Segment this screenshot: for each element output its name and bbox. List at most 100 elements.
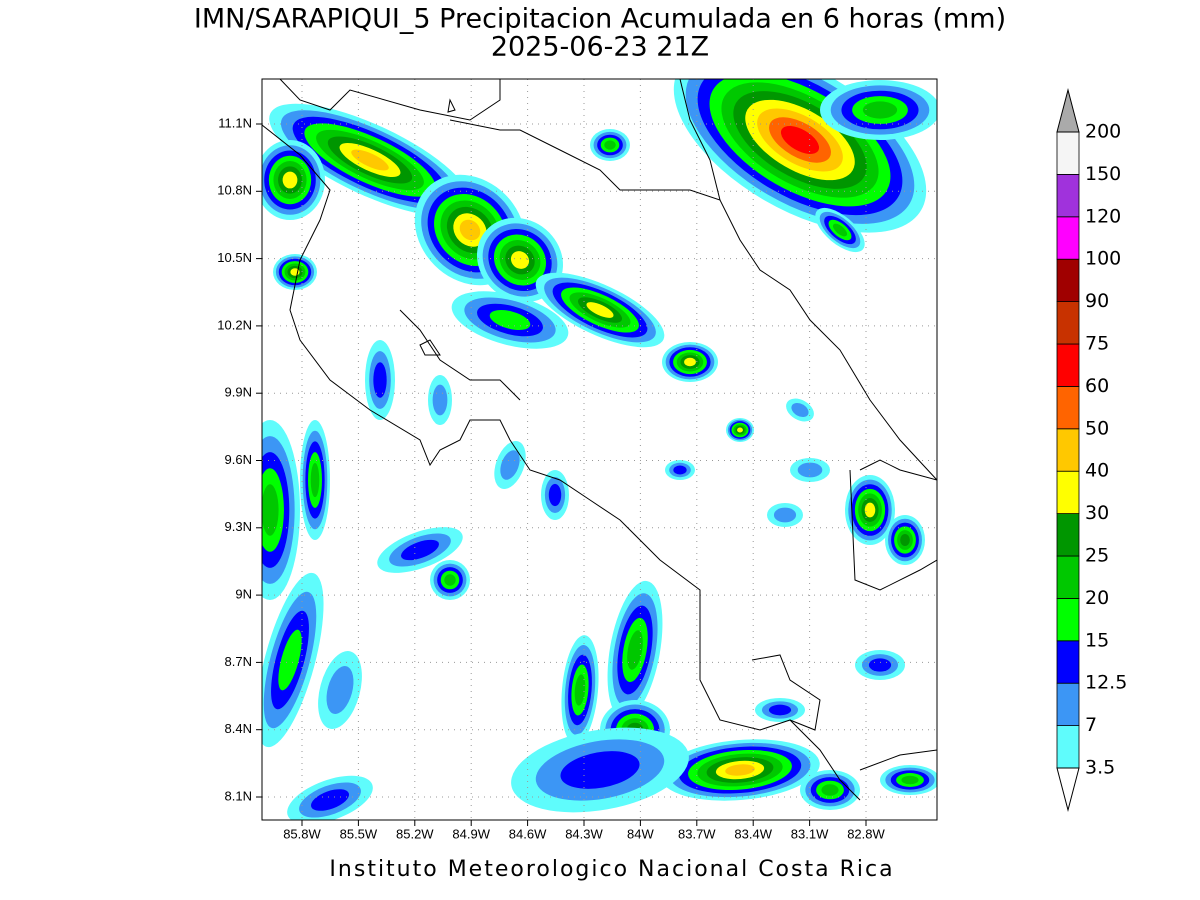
precip-contour [444,574,456,586]
colorbar-segment [1056,301,1080,345]
lat-tick-label: 11.1N [218,115,252,130]
colorbar-segment [1056,216,1080,260]
lat-tick-label: 9.9N [225,385,252,400]
colorbar-label: 12.5 [1085,672,1127,694]
lat-tick-label: 9.6N [225,452,252,467]
precip-contour [278,629,302,691]
precip-contour [725,764,755,776]
precip-contour [673,465,687,475]
precip-contour [768,704,792,716]
precip-contour [604,140,616,150]
lon-tick-label: 83.1W [791,826,829,841]
colorbar-label: 40 [1085,460,1109,482]
colorbar-segment [1056,131,1080,175]
precip-contour [797,462,823,478]
colorbar-segment [1056,725,1080,769]
precip-contour [282,171,298,189]
lon-tick-label: 85.5W [340,826,378,841]
lat-tick-label: 10.8N [217,183,252,198]
colorbar-segment [1056,470,1080,515]
lat-tick-label: 10.5N [217,250,252,265]
lon-tick-label: 84.3W [565,826,603,841]
precip-contour [627,630,643,670]
grid: 11.1N 10.8N 10.5N 10.2N 9.9N 9.6N 9.3N 9N 8.7N 8.… [217,79,937,841]
colorbar-segment [1056,343,1080,387]
precip-contour [864,502,876,518]
subtitle: 2025-06-23 21Z [491,32,709,63]
coastline [262,79,937,801]
precip-contour [459,219,481,241]
colorbar-segment [1056,682,1080,727]
lat-tick-label: 9.3N [225,519,252,534]
lon-tick-label: 84.6W [509,826,547,841]
colorbar-label: 200 [1085,121,1121,143]
lon-tick-label: 82.8W [847,826,885,841]
lat-tick-label: 8.1N [225,788,252,803]
colorbar-label: 100 [1085,248,1121,270]
map-frame [261,78,938,821]
colorbar-segment [1056,428,1080,472]
precip-contour [791,402,809,418]
precip-contour [262,484,279,536]
precip-contour [900,533,910,547]
precip-contour [773,507,797,523]
precip-contour [500,450,520,480]
colorbar-label: 30 [1085,502,1109,524]
precip-contour [832,223,848,237]
colorbar-label: 90 [1085,290,1109,312]
lat-tick-label: 8.4N [225,721,252,736]
lon-tick-label: 83.7W [678,826,716,841]
colorbar-segment [1056,173,1080,218]
colorbar-label: 60 [1085,375,1109,397]
colorbar-label: 3.5 [1085,757,1115,779]
lon-tick-label: 85.2W [396,826,434,841]
precip-contour [510,251,530,269]
footer: Instituto Meteorologico Nacional Costa R… [329,857,894,882]
precip-contour [821,784,839,796]
colorbar-segment [1056,513,1080,557]
precip-contour [868,658,892,672]
colorbar-label: 120 [1085,205,1121,227]
precip-contour [862,101,898,119]
lat-tick-label: 10.2N [217,317,252,332]
precip-contour [737,427,743,433]
colorbar-segment [1056,258,1080,303]
precip-contour [310,462,320,498]
colorbar-segment [1056,385,1080,430]
colorbar-under [1056,767,1080,812]
precip-contour [310,789,350,811]
colorbar: 3.5 7 12.5 15 20 25 30 40 50 60 75 90 100 120 150 200 [1056,88,1127,812]
colorbar-label: 150 [1085,163,1121,185]
precip-contour [432,384,448,416]
colorbar-over [1056,88,1080,133]
precip-contour [489,310,531,330]
lon-tick-label: 84.9W [452,826,490,841]
colorbar-label: 20 [1085,587,1109,609]
colorbar-label: 75 [1085,333,1109,355]
colorbar-segment [1056,555,1080,599]
precip-field [262,79,937,820]
precip-contour [684,357,696,367]
colorbar-label: 25 [1085,545,1109,567]
precip-contour [326,666,354,714]
precip-contour [780,126,820,154]
precip-contour [351,149,389,171]
lon-tick-label: 83.4W [734,826,772,841]
precip-contour [401,539,439,561]
precip-contour [560,751,640,789]
colorbar-label: 50 [1085,417,1109,439]
lon-tick-label: 85.8W [283,826,321,841]
colorbar-segment [1056,640,1080,684]
lat-tick-label: 9N [235,587,252,602]
colorbar-label: 15 [1085,629,1109,651]
precip-contour [586,302,614,318]
precip-contour [373,362,387,398]
colorbar-label: 7 [1085,714,1097,736]
precip-contour [574,674,586,706]
precip-contour [901,775,919,785]
lat-tick-label: 8.7N [225,654,252,669]
colorbar-segment [1056,598,1080,642]
precip-contour [548,483,562,507]
title: IMN/SARAPIQUI_5 Precipitacion Acumulada … [194,4,1006,35]
